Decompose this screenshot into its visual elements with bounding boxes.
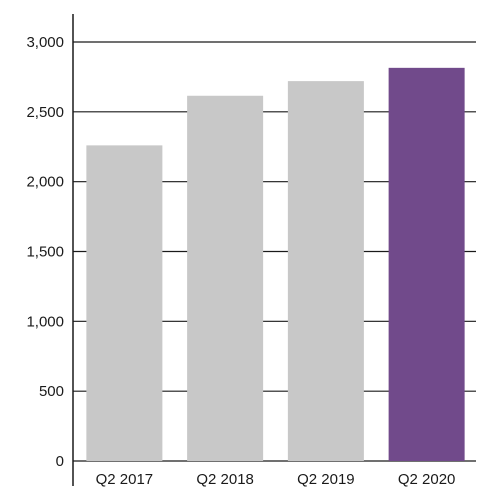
y-tick-label: 2,000 bbox=[26, 174, 64, 191]
x-tick-labels: Q2 2017 Q2 2018 Q2 2019 Q2 2020 bbox=[96, 471, 456, 488]
y-tick-label: 2,500 bbox=[26, 104, 64, 121]
bar-q2-2017 bbox=[86, 145, 163, 461]
bar-q2-2019 bbox=[287, 81, 364, 462]
y-tick-label: 500 bbox=[39, 383, 64, 400]
x-tick-label: Q2 2017 bbox=[96, 471, 154, 488]
bar-q2-2018 bbox=[187, 95, 264, 461]
bars bbox=[86, 67, 465, 462]
x-tick-label: Q2 2020 bbox=[398, 471, 456, 488]
y-tick-label: 1,500 bbox=[26, 244, 64, 261]
y-tick-labels: 0 500 1,000 1,500 2,000 2,500 3,000 bbox=[26, 34, 64, 470]
y-tick-label: 1,000 bbox=[26, 313, 64, 330]
y-tick-label: 3,000 bbox=[26, 34, 64, 51]
x-tick-label: Q2 2019 bbox=[297, 471, 355, 488]
y-tick-label: 0 bbox=[56, 453, 64, 470]
x-tick-label: Q2 2018 bbox=[196, 471, 254, 488]
bar-q2-2020 bbox=[388, 67, 465, 462]
